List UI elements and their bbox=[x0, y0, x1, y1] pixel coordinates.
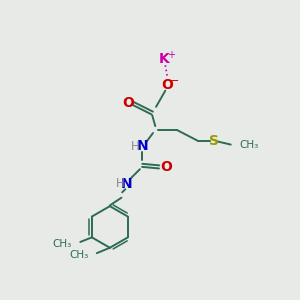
Text: CH₃: CH₃ bbox=[69, 250, 88, 260]
Text: H: H bbox=[131, 140, 140, 153]
Text: N: N bbox=[136, 139, 148, 153]
Text: O: O bbox=[162, 77, 173, 92]
Text: H: H bbox=[116, 177, 124, 190]
Text: K: K bbox=[158, 52, 169, 66]
Text: CH₃: CH₃ bbox=[239, 140, 259, 150]
Text: +: + bbox=[167, 50, 175, 60]
Text: O: O bbox=[160, 160, 172, 174]
Text: CH₃: CH₃ bbox=[52, 238, 72, 248]
Text: N: N bbox=[121, 177, 133, 191]
Text: S: S bbox=[209, 134, 219, 148]
Text: −: − bbox=[170, 76, 179, 86]
Text: O: O bbox=[122, 96, 134, 110]
